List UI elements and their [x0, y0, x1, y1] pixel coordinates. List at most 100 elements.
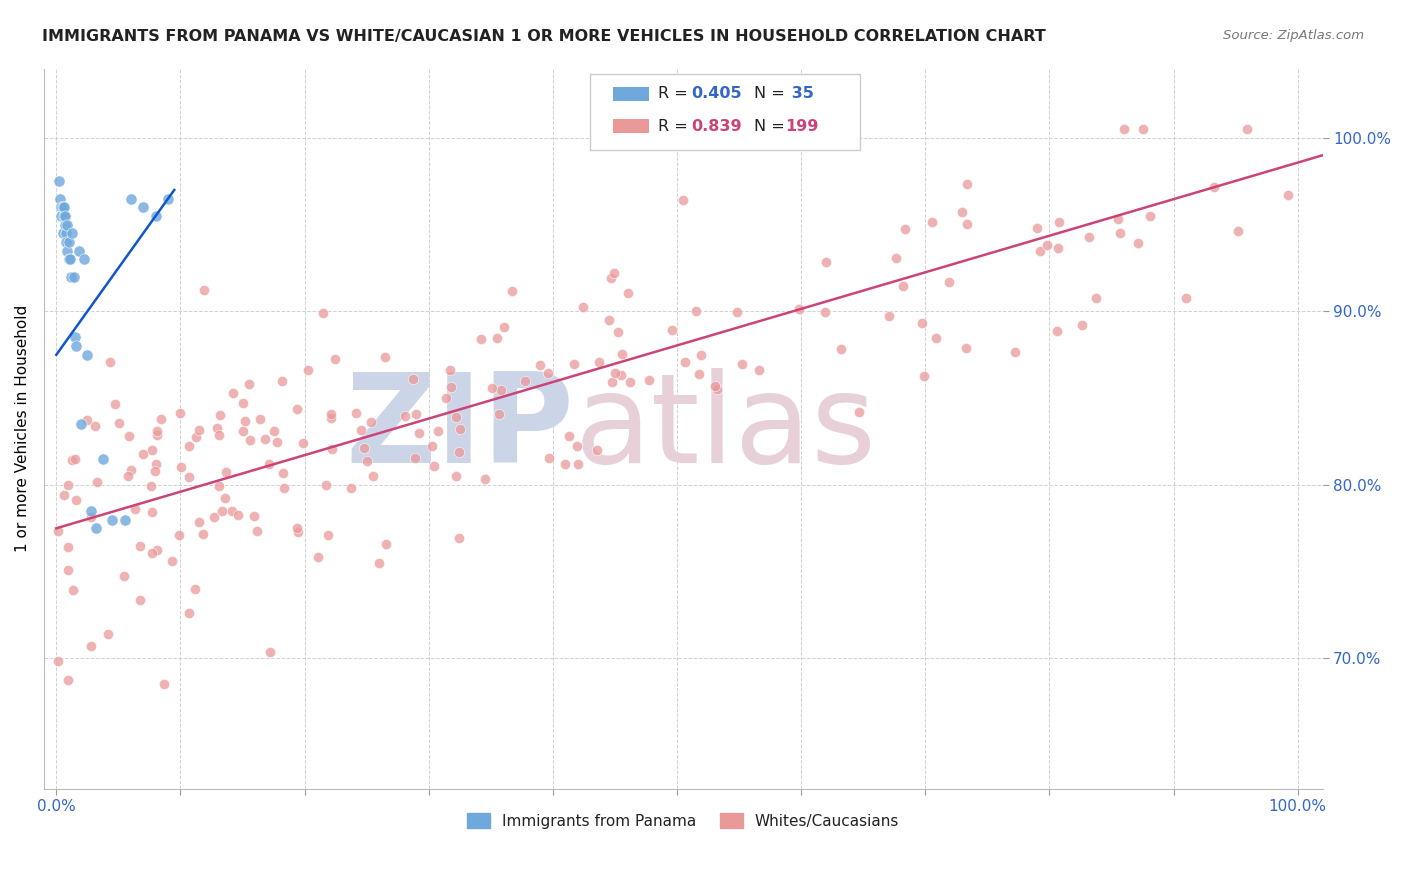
Point: [249, 412, 271, 426]
Point: [118, 429, 141, 443]
Point: [186, 429, 208, 443]
Point: [238, 376, 260, 391]
Point: [191, 527, 214, 541]
Point: [446, 469, 468, 483]
Point: [141, 505, 163, 519]
Point: [84, 521, 107, 535]
Point: [360, 415, 382, 429]
Point: [51, 200, 73, 214]
Point: [1047, 215, 1070, 229]
Point: [319, 407, 342, 421]
Point: [1132, 122, 1154, 136]
Point: [368, 556, 391, 570]
Point: [725, 305, 748, 319]
Point: [48, 174, 70, 188]
Point: [311, 306, 333, 320]
Point: [58, 235, 80, 249]
Point: [1085, 291, 1108, 305]
Point: [1227, 224, 1250, 238]
Point: [427, 424, 450, 438]
Point: [470, 332, 492, 346]
Point: [672, 193, 695, 207]
Point: [321, 442, 343, 456]
Point: [46, 654, 69, 668]
Point: [238, 433, 260, 447]
Bar: [613, 87, 648, 101]
Point: [685, 304, 707, 318]
Point: [98, 355, 121, 369]
Point: [263, 424, 285, 438]
Point: [481, 380, 503, 394]
Text: 0.839: 0.839: [690, 119, 741, 134]
Point: [356, 454, 378, 468]
Point: [449, 422, 471, 436]
Point: [46, 524, 69, 538]
Point: [340, 481, 363, 495]
Point: [600, 270, 623, 285]
Point: [132, 200, 155, 214]
Point: [60, 269, 83, 284]
Point: [211, 504, 233, 518]
Point: [912, 368, 935, 383]
Point: [117, 468, 139, 483]
Point: [141, 442, 163, 457]
Point: [56, 563, 79, 577]
Point: [139, 479, 162, 493]
Point: [609, 368, 631, 382]
Point: [572, 300, 595, 314]
Point: [401, 372, 423, 386]
Point: [58, 252, 80, 267]
Point: [287, 402, 309, 417]
Point: [101, 513, 124, 527]
Point: [157, 192, 180, 206]
Point: [884, 251, 907, 265]
Point: [80, 504, 103, 518]
Point: [145, 209, 167, 223]
Point: [588, 355, 610, 369]
Bar: [613, 119, 648, 133]
Point: [374, 350, 396, 364]
Point: [246, 524, 269, 538]
Point: [404, 451, 426, 466]
Point: [1070, 318, 1092, 332]
Point: [956, 217, 979, 231]
Point: [273, 481, 295, 495]
Point: [586, 443, 609, 458]
Point: [617, 285, 640, 300]
Point: [731, 357, 754, 371]
Point: [287, 524, 309, 539]
Point: [179, 470, 201, 484]
Point: [52, 200, 75, 214]
Point: [938, 276, 960, 290]
Point: [814, 254, 837, 268]
Point: [405, 407, 427, 421]
Point: [67, 244, 90, 258]
Point: [894, 221, 917, 235]
Point: [56, 673, 79, 687]
Text: ZIP: ZIP: [346, 368, 575, 489]
Point: [169, 406, 191, 420]
Point: [51, 200, 73, 214]
Point: [344, 406, 367, 420]
Point: [86, 475, 108, 489]
Point: [567, 439, 589, 453]
Point: [434, 392, 457, 406]
Point: [538, 450, 561, 465]
Point: [63, 330, 86, 344]
Point: [706, 382, 728, 396]
Point: [911, 316, 934, 330]
Point: [93, 451, 115, 466]
Point: [606, 326, 628, 340]
Point: [515, 375, 537, 389]
Point: [603, 366, 626, 380]
Point: [661, 323, 683, 337]
Point: [169, 459, 191, 474]
Point: [1078, 230, 1101, 244]
Point: [259, 645, 281, 659]
Point: [814, 305, 837, 319]
Point: [65, 339, 87, 353]
Point: [891, 278, 914, 293]
Point: [120, 192, 142, 206]
Point: [486, 331, 509, 345]
Point: [562, 358, 585, 372]
